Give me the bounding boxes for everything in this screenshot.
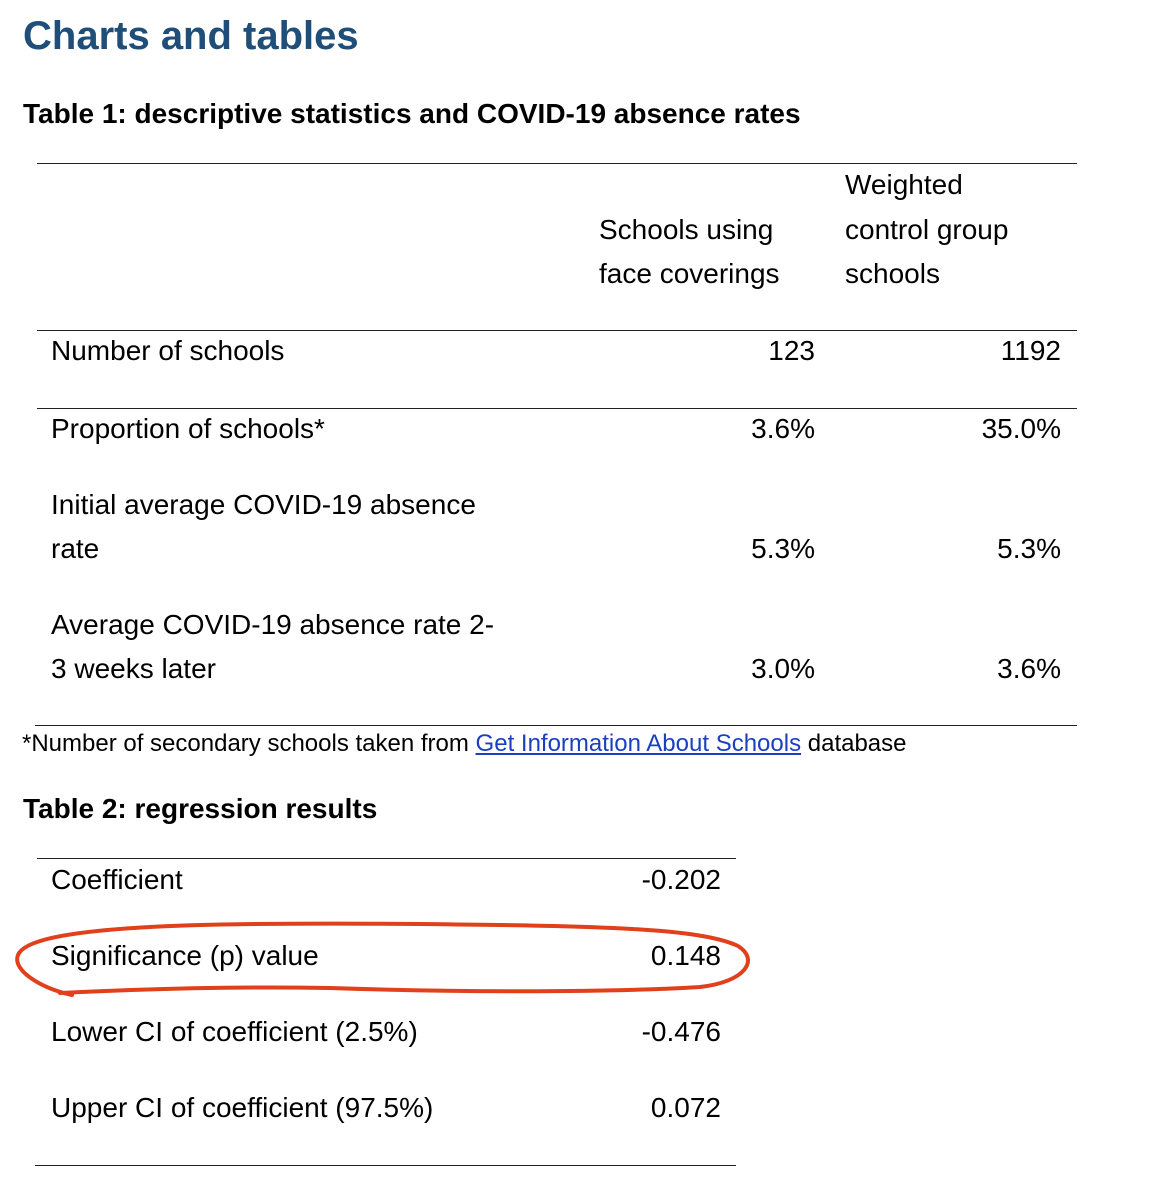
table-row-label: Upper CI of coefficient (97.5%) (51, 1092, 434, 1123)
table-cell-face-coverings: 3.0% (751, 653, 815, 684)
table-cell-face-coverings: 123 (768, 335, 815, 366)
table-cell-value: 0.148 (650, 940, 721, 971)
table1-col1-header-line2: face coverings (599, 258, 780, 289)
table1-col2-header-line3: schools (845, 258, 940, 289)
table-cell-control-group: 1192 (1000, 335, 1061, 366)
table-row-label-line2: 3 weeks later (51, 653, 216, 684)
table1-header-rule (37, 330, 1077, 331)
table-row-label: Significance (p) value (51, 940, 319, 971)
table-row-label: Lower CI of coefficient (2.5%) (51, 1016, 418, 1047)
page-title: Charts and tables (23, 14, 359, 58)
table1-row-rule (37, 408, 1077, 409)
table-row-label-line1: Initial average COVID-19 absence (51, 489, 476, 520)
get-information-about-schools-link[interactable]: Get Information About Schools (475, 730, 802, 757)
table1-col2-header-line2: control group (845, 214, 1009, 245)
table-cell-face-coverings: 3.6% (751, 413, 815, 444)
footnote-prefix: *Number of secondary schools taken from (22, 730, 476, 757)
table-cell-value: 0.072 (650, 1092, 721, 1123)
table-cell-control-group: 5.3% (997, 533, 1061, 564)
table-cell-control-group: 35.0% (981, 413, 1061, 444)
table1-col2-header-line1: Weighted (845, 169, 963, 200)
table-cell-value: -0.202 (641, 864, 721, 895)
table-cell-control-group: 3.6% (997, 653, 1061, 684)
table-row-label-line2: rate (51, 533, 100, 564)
table1-bottom-rule (35, 725, 1077, 726)
table-row-label: Number of schools (51, 335, 285, 366)
table1-footnote: *Number of secondary schools taken from … (22, 730, 907, 758)
table1-title: Table 1: descriptive statistics and COVI… (23, 98, 801, 129)
table1-top-rule (37, 163, 1077, 164)
table2-bottom-rule (35, 1165, 736, 1166)
table2-top-rule (37, 858, 736, 859)
table-row-label: Coefficient (51, 864, 183, 895)
footnote-suffix: database (801, 730, 907, 757)
table-cell-value: -0.476 (641, 1016, 721, 1047)
table-row-label: Proportion of schools* (51, 413, 325, 444)
table-row-label-line1: Average COVID-19 absence rate 2- (51, 609, 495, 640)
table2-title: Table 2: regression results (23, 793, 378, 824)
table1-col1-header-line1: Schools using (599, 214, 774, 245)
table-cell-face-coverings: 5.3% (751, 533, 815, 564)
